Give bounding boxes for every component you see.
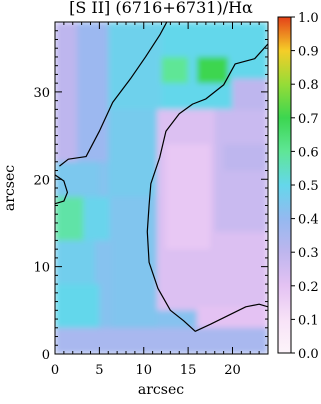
x-tick-label: 10 [135, 363, 152, 378]
colorbar-tick-label: 0.6 [298, 145, 319, 160]
heatmap-cell [55, 196, 84, 241]
y-tick-label: 10 [33, 261, 50, 276]
heatmap-cell [112, 196, 158, 328]
heatmap-cell [55, 240, 95, 285]
x-tick-label: 15 [180, 363, 197, 378]
heatmap-area [54, 21, 269, 355]
heatmap-cell [55, 284, 100, 328]
heatmap-cell [197, 305, 268, 328]
heatmap-cell [165, 144, 211, 250]
colorbar-gradient [277, 16, 292, 354]
x-axis: 0 5 10 15 20 [51, 22, 269, 378]
colorbar-tick-label: 0.2 [298, 280, 319, 295]
colorbar-tick-label: 0.4 [298, 213, 319, 228]
colorbar-tick-label: 0.5 [298, 179, 319, 194]
heatmap-cell [108, 109, 162, 197]
heatmap-cell [55, 22, 78, 162]
colorbar-tick-label: 0.7 [298, 112, 319, 127]
colorbar-tick-label: 0.0 [298, 347, 319, 362]
colorbar-tick-label: 0.3 [298, 246, 319, 261]
x-tick-label: 0 [51, 363, 59, 378]
x-tick-label: 5 [95, 363, 103, 378]
heatmap-blur-group [55, 22, 268, 354]
y-axis: 0 10 20 30 [33, 21, 268, 363]
colorbar-ticks: 0.0 0.1 0.2 0.3 0.4 0.5 0.6 0.7 0.8 0.9 1.0 [291, 11, 319, 362]
colorbar: 0.0 0.1 0.2 0.3 0.4 0.5 0.6 0.7 0.8 0.9 1.0 [277, 11, 319, 362]
colorbar-tick-label: 0.9 [298, 45, 319, 60]
colorbar-tick-label: 1.0 [298, 11, 319, 26]
heatmap-cell [232, 78, 268, 110]
y-tick-label: 20 [33, 173, 50, 188]
heatmap-cell [161, 56, 189, 84]
heatmap-cells [55, 22, 268, 354]
x-axis-label: arcsec [138, 382, 184, 398]
y-tick-label: 0 [42, 348, 50, 363]
x-tick-label: 20 [224, 363, 241, 378]
contour-line [146, 43, 268, 332]
y-axis-label: arcsec [2, 165, 18, 211]
colorbar-tick-label: 0.8 [298, 78, 319, 93]
chart-title: [S II] (6716+6731)/Hα [69, 0, 253, 17]
heatmap-cell [83, 196, 111, 241]
contour-line [59, 22, 168, 167]
heatmap-cell [197, 56, 229, 84]
colorbar-tick-label: 0.1 [298, 313, 319, 328]
heatmap-cell [55, 327, 268, 354]
heatmap-cell [223, 144, 268, 171]
y-tick-label: 30 [33, 86, 50, 101]
heatmap-cell [108, 22, 162, 110]
